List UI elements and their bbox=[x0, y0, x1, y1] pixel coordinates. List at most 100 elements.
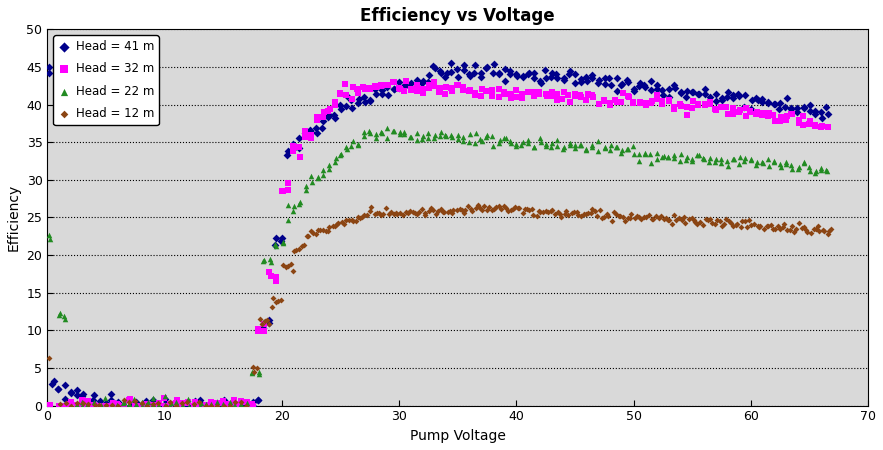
Head = 32 m bbox=[546, 89, 560, 96]
Head = 12 m bbox=[434, 205, 448, 212]
Head = 41 m bbox=[498, 65, 512, 72]
Head = 12 m bbox=[600, 210, 614, 217]
Head = 32 m bbox=[739, 104, 753, 111]
Head = 22 m bbox=[75, 398, 89, 405]
Head = 32 m bbox=[592, 100, 606, 107]
Head = 41 m bbox=[709, 90, 723, 98]
Head = 12 m bbox=[584, 209, 598, 216]
Head = 12 m bbox=[111, 402, 125, 409]
Head = 22 m bbox=[268, 240, 283, 248]
Head = 22 m bbox=[492, 140, 506, 147]
Head = 22 m bbox=[397, 128, 411, 135]
Head = 22 m bbox=[175, 402, 189, 409]
Head = 22 m bbox=[434, 128, 448, 135]
Head = 12 m bbox=[326, 222, 340, 230]
Head = 12 m bbox=[247, 369, 261, 376]
Head = 32 m bbox=[767, 117, 781, 125]
Head = 32 m bbox=[550, 96, 564, 104]
Head = 32 m bbox=[281, 180, 295, 187]
Head = 41 m bbox=[334, 106, 348, 113]
Head = 22 m bbox=[661, 153, 675, 161]
Head = 41 m bbox=[193, 396, 208, 403]
Head = 12 m bbox=[442, 207, 457, 215]
Head = 12 m bbox=[494, 206, 508, 213]
Head = 41 m bbox=[146, 397, 160, 404]
Head = 41 m bbox=[123, 402, 137, 409]
Head = 41 m bbox=[146, 402, 160, 409]
Head = 22 m bbox=[93, 402, 107, 409]
Head = 22 m bbox=[182, 402, 196, 409]
Head = 41 m bbox=[357, 94, 371, 101]
Head = 22 m bbox=[545, 139, 559, 146]
Head = 32 m bbox=[733, 106, 747, 113]
Head = 32 m bbox=[655, 97, 669, 104]
Head = 41 m bbox=[304, 129, 318, 136]
Head = 12 m bbox=[309, 230, 323, 237]
Head = 41 m bbox=[674, 89, 688, 96]
Head = 12 m bbox=[774, 225, 788, 233]
Head = 32 m bbox=[686, 97, 700, 104]
Head = 12 m bbox=[785, 222, 799, 229]
Head = 12 m bbox=[540, 207, 554, 215]
Head = 12 m bbox=[605, 217, 619, 225]
Head = 12 m bbox=[344, 216, 358, 224]
Head = 41 m bbox=[773, 105, 787, 112]
Head = 22 m bbox=[814, 165, 828, 172]
Head = 22 m bbox=[94, 401, 108, 409]
Head = 32 m bbox=[586, 94, 600, 101]
Head = 22 m bbox=[205, 402, 219, 409]
Head = 41 m bbox=[153, 402, 167, 409]
Head = 32 m bbox=[293, 153, 307, 160]
Head = 22 m bbox=[503, 140, 517, 147]
Head = 41 m bbox=[457, 66, 471, 73]
Head = 41 m bbox=[328, 111, 342, 118]
Head = 32 m bbox=[398, 77, 412, 85]
Head = 22 m bbox=[99, 401, 113, 409]
Head = 12 m bbox=[574, 212, 588, 219]
Head = 32 m bbox=[555, 96, 570, 103]
Head = 12 m bbox=[618, 217, 632, 225]
Head = 32 m bbox=[573, 92, 587, 99]
Head = 32 m bbox=[128, 402, 142, 409]
Head = 32 m bbox=[755, 112, 769, 119]
Head = 12 m bbox=[295, 242, 309, 249]
Head = 22 m bbox=[732, 160, 746, 167]
Head = 41 m bbox=[633, 79, 647, 86]
Head = 22 m bbox=[328, 158, 343, 165]
Head = 41 m bbox=[655, 86, 669, 94]
Head = 41 m bbox=[526, 70, 540, 77]
Head = 41 m bbox=[698, 90, 712, 97]
Head = 12 m bbox=[659, 214, 673, 221]
Head = 22 m bbox=[411, 136, 425, 144]
Head = 12 m bbox=[424, 205, 438, 212]
Head = 41 m bbox=[404, 79, 418, 86]
Head = 32 m bbox=[333, 89, 347, 96]
Head = 32 m bbox=[444, 84, 458, 91]
Head = 32 m bbox=[713, 104, 728, 111]
Head = 41 m bbox=[451, 73, 465, 81]
Head = 41 m bbox=[315, 124, 329, 131]
Head = 12 m bbox=[544, 208, 558, 215]
Head = 41 m bbox=[262, 320, 276, 327]
Head = 22 m bbox=[809, 167, 823, 175]
Head = 12 m bbox=[757, 226, 771, 233]
Head = 22 m bbox=[87, 398, 102, 405]
Head = 22 m bbox=[527, 144, 541, 151]
Head = 41 m bbox=[281, 148, 295, 155]
Head = 12 m bbox=[630, 212, 645, 220]
Head = 12 m bbox=[169, 402, 183, 409]
Head = 12 m bbox=[389, 209, 404, 216]
Head = 22 m bbox=[691, 152, 705, 159]
Head = 41 m bbox=[751, 97, 765, 104]
Head = 32 m bbox=[98, 402, 112, 409]
Head = 41 m bbox=[93, 397, 107, 404]
Head = 22 m bbox=[421, 130, 435, 137]
Head = 32 m bbox=[422, 81, 436, 88]
Head = 32 m bbox=[304, 135, 318, 142]
Head = 22 m bbox=[457, 133, 471, 140]
Head = 12 m bbox=[238, 402, 253, 409]
Head = 41 m bbox=[780, 94, 794, 101]
Head = 22 m bbox=[404, 133, 418, 140]
Head = 32 m bbox=[680, 111, 694, 118]
Head = 32 m bbox=[509, 93, 524, 100]
